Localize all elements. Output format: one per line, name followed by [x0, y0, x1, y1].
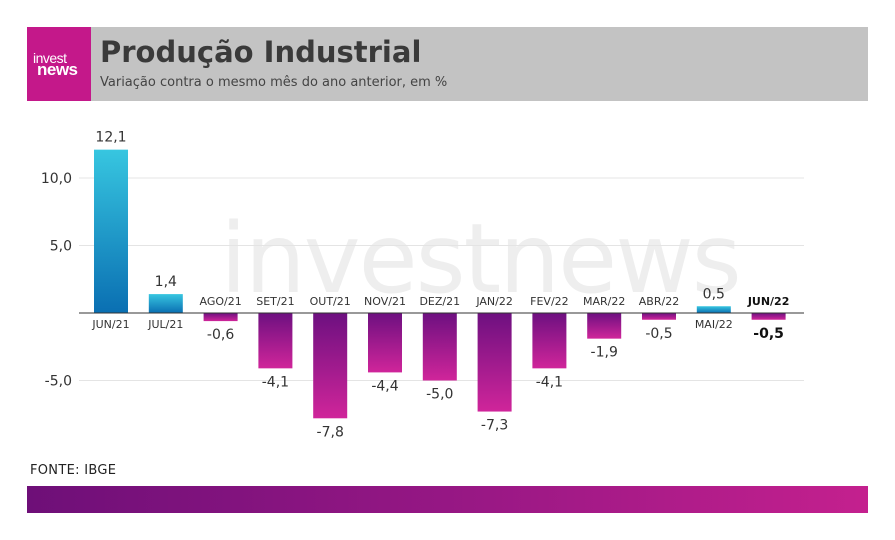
- data-value-label: -0,6: [207, 327, 234, 343]
- bar: [422, 313, 457, 381]
- data-value-label: -1,9: [591, 345, 618, 361]
- data-value-label: 0,5: [703, 286, 725, 302]
- bar: [313, 313, 348, 419]
- y-axis-ticks: 10,0 5,0 -5,0: [41, 171, 72, 390]
- watermark-text: investnews: [220, 203, 739, 315]
- bar: [203, 313, 238, 322]
- bar: [532, 313, 567, 369]
- bar: [258, 313, 293, 369]
- x-category-label: ABR/22: [639, 295, 679, 308]
- x-category-label: JUN/22: [747, 295, 790, 308]
- x-category-label: MAR/22: [583, 295, 625, 308]
- logo-text-invest: invest: [33, 50, 67, 66]
- x-category-label: DEZ/21: [419, 295, 460, 308]
- data-value-label: -4,1: [262, 374, 289, 390]
- bar: [477, 313, 512, 412]
- x-category-label: JUN/21: [91, 318, 129, 331]
- labels: JUN/21 12,1 JUL/21 1,4 AGO/21 -0,6 SET/21 -4,1 O…: [91, 130, 789, 441]
- data-value-label: 1,4: [155, 274, 177, 290]
- logo-text-news: news: [37, 60, 78, 79]
- x-category-label: NOV/21: [364, 295, 406, 308]
- data-value-label: -0,5: [645, 326, 672, 342]
- data-value-label: -4,1: [536, 374, 563, 390]
- bar: [587, 313, 622, 339]
- bar: [696, 306, 731, 313]
- data-value-label: 12,1: [95, 130, 126, 146]
- data-value-label: -0,5: [753, 326, 784, 342]
- bar: [148, 294, 183, 313]
- x-category-label: JAN/22: [475, 295, 513, 308]
- data-value-label: -7,3: [481, 418, 508, 434]
- x-category-label: OUT/21: [310, 295, 351, 308]
- source-note: FONTE: IBGE: [30, 463, 117, 478]
- y-tick-label: -5,0: [45, 374, 72, 390]
- bar: [368, 313, 402, 373]
- x-category-label: MAI/22: [695, 318, 733, 331]
- bar: [642, 313, 676, 320]
- data-value-label: -7,8: [317, 424, 344, 440]
- brand-logo: invest news: [27, 27, 91, 101]
- footer-gradient-bar: [27, 486, 868, 513]
- bar: [94, 149, 128, 313]
- x-category-label: AGO/21: [199, 295, 241, 308]
- x-category-label: SET/21: [256, 295, 294, 308]
- y-tick-label: 10,0: [41, 171, 72, 187]
- chart-title: Produção Industrial: [100, 35, 422, 69]
- y-tick-label: 5,0: [50, 239, 72, 255]
- data-value-label: -4,4: [371, 378, 398, 394]
- header: invest news Produção Industrial Variação…: [27, 27, 868, 101]
- bars: [94, 149, 786, 419]
- x-category-label: JUL/21: [147, 318, 183, 331]
- chart-subtitle: Variação contra o mesmo mês do ano anter…: [100, 75, 448, 90]
- data-value-label: -5,0: [426, 387, 453, 403]
- bar: [751, 313, 786, 320]
- x-category-label: FEV/22: [530, 295, 569, 308]
